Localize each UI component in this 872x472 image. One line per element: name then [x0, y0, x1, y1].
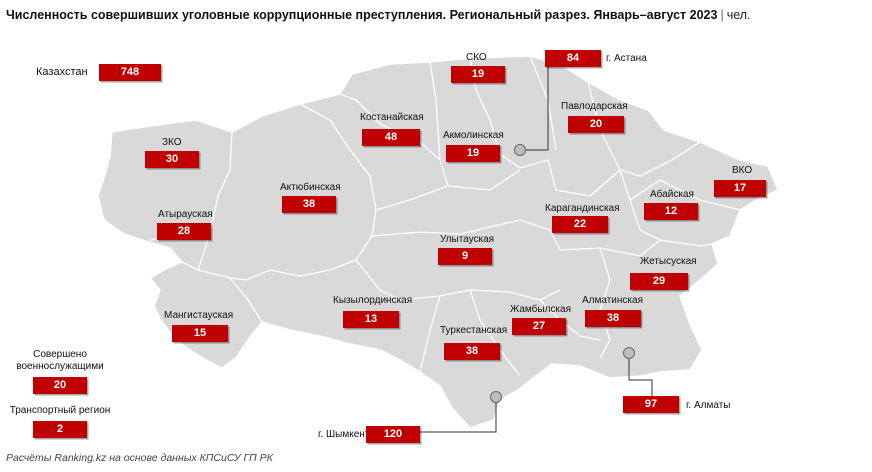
military-label-line1: Совершено: [33, 349, 87, 360]
karaganda-value: 22: [552, 216, 608, 233]
astana-label: г. Астана: [606, 53, 647, 64]
turkestan-label: Туркестанская: [440, 325, 508, 336]
kostanay-value: 48: [362, 129, 420, 146]
abai-label: Абайская: [650, 189, 694, 200]
military-label-line2: военнослужащими: [16, 361, 104, 372]
ulytau-label: Улытауская: [440, 234, 495, 245]
karaganda-label: Карагандинская: [545, 203, 620, 214]
atyrau-label: Атырауская: [158, 209, 213, 220]
almaty-reg-label: Алматинская: [582, 295, 643, 306]
ulytau-value: 9: [438, 248, 492, 265]
astana-value: 84: [545, 50, 601, 67]
shymkent-value: 120: [366, 426, 420, 443]
almaty-city-label: г. Алматы: [686, 400, 731, 411]
zhetysu-value: 29: [630, 273, 688, 290]
mangystau-value: 15: [172, 325, 228, 342]
turkestan-value: 38: [444, 343, 500, 360]
military-value: 20: [33, 377, 87, 394]
atyrau-value: 28: [157, 223, 211, 240]
akmola-value: 19: [446, 145, 500, 162]
chart-title: Численность совершивших уголовные корруп…: [6, 8, 751, 22]
abai-value: 12: [644, 203, 698, 220]
shymkent-city-dot: [490, 391, 502, 403]
kyzylorda-label: Кызылординская: [333, 295, 413, 306]
pavlodar-value: 20: [568, 116, 624, 133]
vko-label: ВКО: [732, 165, 753, 176]
title-unit: чел.: [726, 8, 751, 22]
aktobe-label: Актюбинская: [280, 182, 341, 193]
almaty-city-value: 97: [623, 396, 679, 413]
zko-label: ЗКО: [162, 137, 182, 148]
zhambyl-value: 27: [512, 318, 566, 335]
mangystau-label: Мангистауская: [164, 310, 234, 321]
source-note: Расчёты Ranking.kz на основе данных КПСи…: [6, 452, 273, 464]
shymkent-label: г. Шымкент: [318, 429, 370, 440]
military-label: Совершено военнослужащими: [14, 349, 106, 373]
sko-label: СКО: [466, 52, 487, 63]
aktobe-value: 38: [282, 196, 336, 213]
vko-value: 17: [714, 180, 766, 197]
title-text: Численность совершивших уголовные корруп…: [6, 8, 718, 22]
akmola-label: Акмолинская: [443, 130, 504, 141]
kazakhstan-label: Казахстан: [36, 66, 88, 78]
pavlodar-label: Павлодарская: [561, 101, 628, 112]
title-separator: |: [720, 8, 724, 22]
almaty-city-dot: [623, 347, 635, 359]
almaty-reg-value: 38: [585, 310, 641, 327]
kostanay-label: Костанайская: [360, 112, 424, 123]
zhetysu-label: Жетысуская: [640, 256, 697, 267]
zhambyl-label: Жамбылская: [510, 304, 571, 315]
kyzylorda-value: 13: [343, 311, 399, 328]
shymkent-leader-line: [420, 397, 497, 433]
transport-label: Транспортный регион: [9, 405, 111, 416]
astana-city-dot: [514, 144, 526, 156]
zko-value: 30: [145, 151, 199, 168]
kazakhstan-value: 748: [99, 64, 161, 81]
transport-value: 2: [33, 421, 87, 438]
sko-value: 19: [451, 66, 505, 83]
